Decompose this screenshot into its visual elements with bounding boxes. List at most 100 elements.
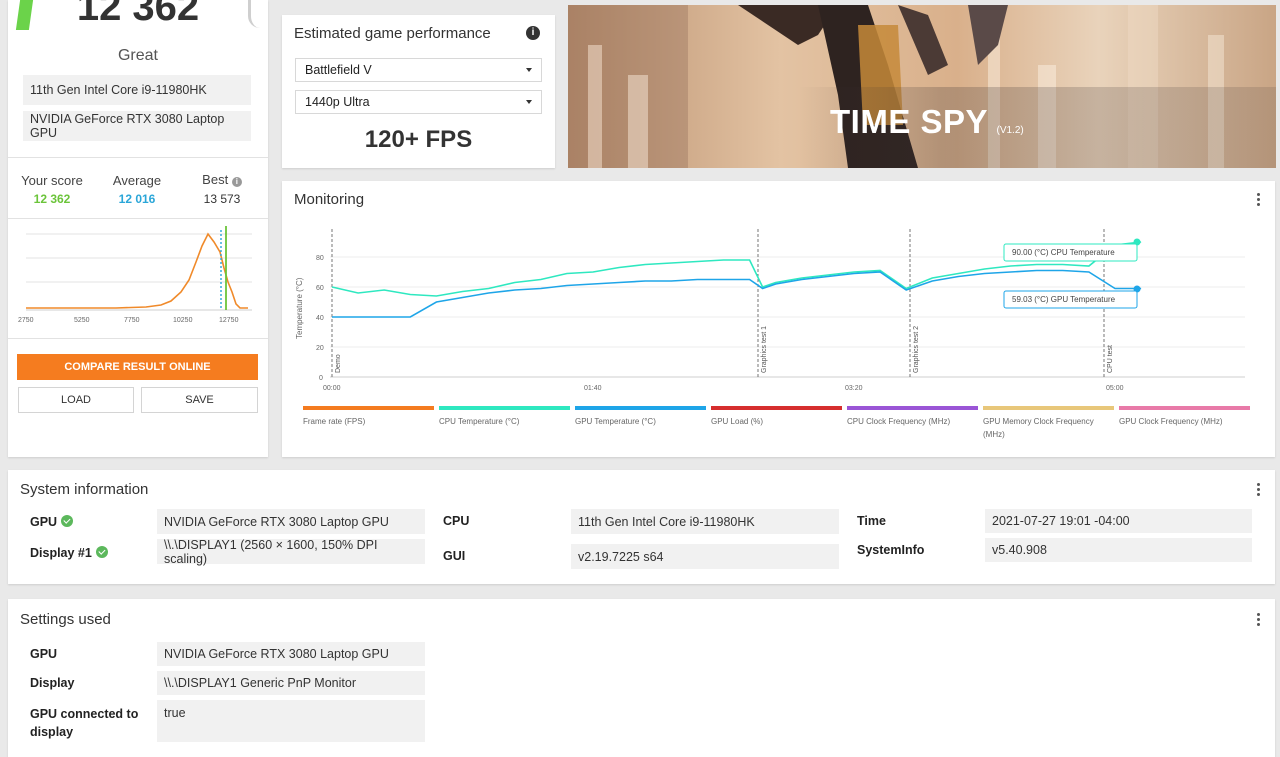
x-tick: 03:20 (845, 385, 863, 392)
score-distribution-chart: 2750 5250 7750 10250 12750 (18, 226, 252, 324)
average-value: 12 016 (118, 192, 156, 206)
settings-connected-label-line2: display (30, 725, 74, 739)
legend-swatch (711, 406, 842, 410)
preset-select[interactable]: 1440p Ultra (295, 90, 542, 114)
legend-item[interactable]: GPU Memory Clock Frequency (MHz) (983, 406, 1114, 441)
more-options-icon[interactable] (1257, 483, 1261, 498)
info-icon[interactable]: i (231, 177, 242, 187)
benchmark-version: (V1.2) (996, 125, 1024, 136)
legend-item[interactable]: GPU Temperature (°C) (575, 406, 706, 428)
systeminfo-label: SystemInfo (857, 543, 925, 557)
dist-tick: 10250 (173, 317, 193, 324)
score-gauge-right (248, 0, 263, 28)
best-label-wrap: Best i (178, 172, 266, 187)
score-rating: Great (117, 47, 158, 64)
more-options-icon[interactable] (1257, 193, 1261, 208)
banner-shade (798, 87, 1276, 168)
legend-swatch (1119, 406, 1250, 410)
info-icon[interactable]: i (526, 26, 540, 40)
preset-select-value: 1440p Ultra (305, 95, 370, 109)
divider (8, 157, 268, 158)
distribution-curve (26, 232, 248, 309)
settings-connected-label-line1: GPU connected to (30, 707, 139, 721)
settings-display-value: \\.\DISPLAY1 Generic PnP Monitor (157, 671, 425, 695)
your-score-value: 12 362 (33, 192, 71, 206)
chevron-down-icon (526, 68, 532, 72)
dist-tick: 12750 (219, 317, 239, 324)
legend-swatch (847, 406, 978, 410)
dist-tick: 7750 (124, 317, 140, 324)
average-label: Average (112, 173, 162, 188)
save-button[interactable]: SAVE (141, 387, 258, 413)
cpu-label: CPU (443, 514, 470, 528)
best-label: Best (202, 172, 229, 187)
monitoring-title: Monitoring (294, 191, 365, 208)
check-icon (95, 546, 108, 558)
more-options-icon[interactable] (1257, 613, 1261, 628)
gpu-value: NVIDIA GeForce RTX 3080 Laptop GPU (157, 509, 425, 534)
marker-label-graphics-test-1: Graphics test 1 (761, 326, 768, 373)
gpu-label: GPU (30, 515, 58, 529)
legend-label: CPU Clock Frequency (MHz) (847, 417, 951, 426)
gpu-temp-tooltip: 59.03 (°C) GPU Temperature (1003, 290, 1138, 309)
gpu-label-wrap: GPU (30, 515, 74, 529)
legend-item[interactable]: GPU Clock Frequency (MHz) (1119, 406, 1250, 428)
legend-item[interactable]: CPU Temperature (°C) (439, 406, 570, 428)
legend-label: CPU Temperature (°C) (439, 417, 520, 426)
cpu-temp-tooltip-text: 90.00 (°C) CPU Temperature (1012, 248, 1115, 257)
settings-gpu-value: NVIDIA GeForce RTX 3080 Laptop GPU (157, 642, 425, 666)
display-label: Display #1 (30, 546, 92, 560)
settings-used-title: Settings used (20, 611, 111, 628)
y-tick: 60 (316, 285, 324, 292)
game-select[interactable]: Battlefield V (295, 58, 542, 82)
y-axis-label: Temperature (°C) (295, 277, 304, 339)
gui-label: GUI (443, 549, 466, 563)
chevron-down-icon (526, 100, 532, 104)
legend-label: GPU Memory Clock Frequency (MHz) (983, 417, 1094, 439)
benchmark-name: TIME SPY (830, 103, 989, 140)
series-layer (331, 241, 1142, 318)
monitoring-card: Monitoring Temperature (°C) 80 60 40 20 … (282, 181, 1275, 457)
marker-label-cpu-test: CPU test (1107, 345, 1114, 373)
settings-gpu-label: GPU (30, 647, 58, 661)
score-card: 12 362 Great 11th Gen Intel Core i9-1198… (8, 0, 268, 457)
game-performance-title: Estimated game performance (294, 25, 491, 42)
legend-label: GPU Clock Frequency (MHz) (1119, 417, 1223, 426)
legend-label: Frame rate (FPS) (303, 417, 366, 426)
legend-item[interactable]: CPU Clock Frequency (MHz) (847, 406, 978, 428)
legend-swatch (303, 406, 434, 410)
gui-value: v2.19.7225 s64 (571, 544, 839, 569)
chart-legend: Frame rate (FPS) CPU Temperature (°C) GPU … (303, 406, 1255, 446)
load-button[interactable]: LOAD (18, 387, 134, 413)
divider (8, 338, 268, 339)
y-tick: 40 (316, 315, 324, 322)
benchmark-banner: TIME SPY (V1.2) (568, 5, 1276, 168)
banner-artwork (568, 5, 1224, 168)
game-performance-card: Estimated game performance i Battlefield… (282, 15, 555, 168)
cpu-temperature-c-line (331, 241, 1142, 297)
benchmark-title: TIME SPY (V1.2) (830, 103, 1024, 141)
legend-swatch (575, 406, 706, 410)
score-cpu-name: 11th Gen Intel Core i9-11980HK (23, 75, 251, 105)
x-tick: 01:40 (584, 385, 602, 392)
gpu-temp-tooltip-text: 59.03 (°C) GPU Temperature (1012, 295, 1116, 304)
legend-item[interactable]: Frame rate (FPS) (303, 406, 434, 428)
settings-display-label: Display (30, 676, 75, 690)
system-information-title: System information (20, 481, 149, 498)
score-gpu-name: NVIDIA GeForce RTX 3080 Laptop GPU (23, 111, 251, 141)
divider (8, 218, 268, 219)
your-score-label: Your score (21, 173, 83, 188)
cpu-value: 11th Gen Intel Core i9-11980HK (571, 509, 839, 534)
cpu-temp-tooltip: 90.00 (°C) CPU Temperature (1003, 243, 1138, 262)
legend-item[interactable]: GPU Load (%) (711, 406, 842, 428)
score-value: 12 362 (76, 0, 200, 29)
legend-label: GPU Load (%) (711, 417, 764, 426)
legend-swatch (439, 406, 570, 410)
legend-swatch (983, 406, 1114, 410)
y-tick: 80 (316, 255, 324, 262)
dist-tick: 5250 (74, 317, 90, 324)
x-tick: 00:00 (323, 385, 341, 392)
compare-result-online-button[interactable]: COMPARE RESULT ONLINE (17, 354, 258, 380)
best-value: 13 573 (203, 192, 241, 206)
time-label: Time (857, 514, 886, 528)
